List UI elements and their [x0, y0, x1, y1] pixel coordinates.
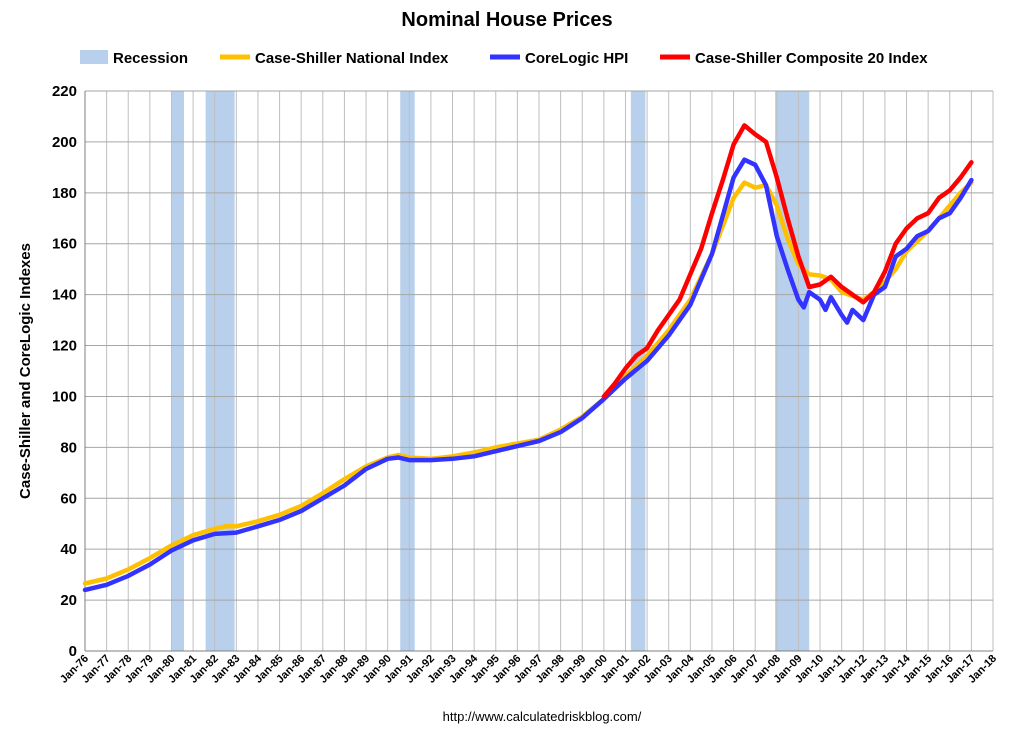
- y-tick-label: 100: [52, 388, 77, 405]
- y-tick-label: 200: [52, 134, 77, 151]
- recession-band-4: [775, 91, 810, 651]
- legend-label-composite-20: Case-Shiller Composite 20 Index: [695, 50, 928, 67]
- plot-area: 020406080100120140160180200220Jan-76Jan-…: [52, 83, 999, 686]
- y-tick-label: 60: [60, 490, 77, 507]
- legend: Recession Case-Shiller National Index Co…: [80, 50, 928, 67]
- y-tick-label: 80: [60, 439, 77, 456]
- legend-label-recession: Recession: [113, 50, 188, 67]
- recession-band-1: [205, 91, 235, 651]
- y-tick-label: 120: [52, 338, 77, 355]
- legend-label-case-shiller-national: Case-Shiller National Index: [255, 50, 449, 67]
- y-axis-label: Case-Shiller and CoreLogic Indexes: [17, 243, 34, 499]
- source-url: http://www.calculatedriskblog.com/: [443, 709, 642, 724]
- series-line-case-shiller-composite-20-index: [601, 123, 974, 399]
- legend-swatch-recession: [80, 50, 108, 64]
- y-tick-label: 0: [69, 643, 77, 660]
- y-tick-label: 180: [52, 185, 77, 202]
- recession-band-0: [171, 91, 185, 651]
- series-line-corelogic-hpi: [82, 157, 974, 593]
- chart-title: Nominal House Prices: [401, 9, 612, 31]
- y-tick-label: 220: [52, 83, 77, 100]
- y-tick-label: 140: [52, 287, 77, 304]
- y-tick-label: 40: [60, 541, 77, 558]
- y-tick-label: 160: [52, 236, 77, 253]
- y-tick-label: 20: [60, 592, 77, 609]
- recession-band-2: [400, 91, 415, 651]
- legend-label-corelogic: CoreLogic HPI: [525, 50, 628, 67]
